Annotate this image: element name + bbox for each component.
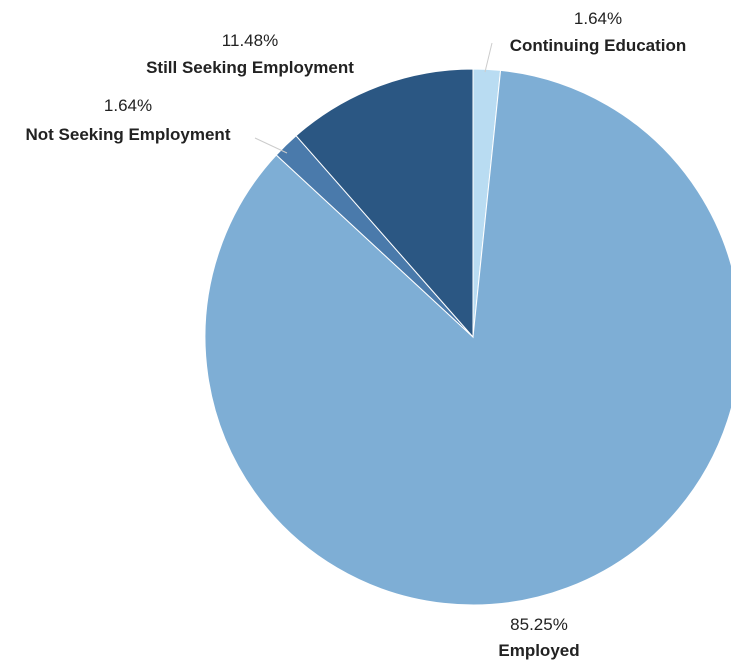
data-label-name-not-seeking-employment: Not Seeking Employment	[26, 125, 231, 144]
slice-still-seeking-employment	[295, 68, 474, 339]
data-label-value-continuing-education: 1.64%	[574, 9, 622, 28]
labels-layer: 1.64% Continuing Education 85.25% Employed 1…	[26, 9, 687, 660]
data-label-value-not-seeking-employment: 1.64%	[104, 96, 152, 115]
leader-lines-layer	[254, 42, 493, 154]
leader-line-not-seeking-employment	[254, 137, 288, 154]
data-label-name-still-seeking-employment: Still Seeking Employment	[146, 58, 354, 77]
data-label-value-employed: 85.25%	[510, 615, 568, 634]
slice-employed	[204, 69, 731, 606]
data-label-name-continuing-education: Continuing Education	[510, 36, 687, 55]
slices-layer	[204, 68, 731, 606]
data-label-name-employed: Employed	[498, 641, 579, 660]
data-label-value-still-seeking-employment: 11.48%	[222, 31, 278, 50]
leader-line-continuing-education	[484, 42, 493, 73]
